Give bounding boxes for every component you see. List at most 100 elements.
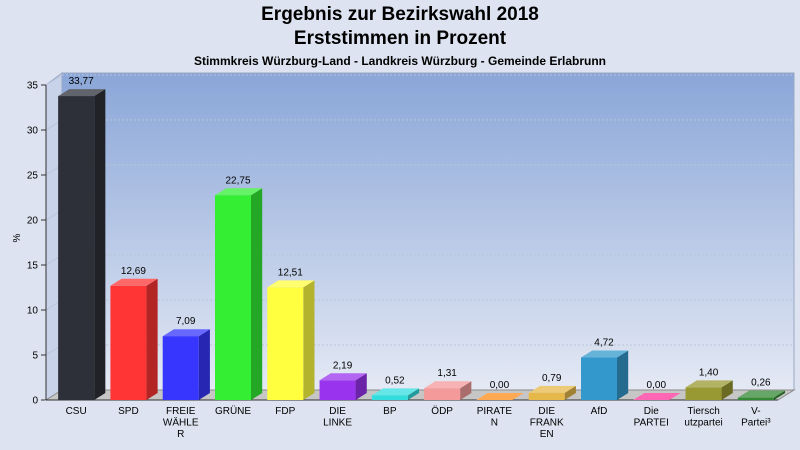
x-tick-label-line: PARTEI — [634, 418, 669, 429]
data-label: 7,09 — [176, 316, 196, 327]
x-tick-label-line: N — [491, 418, 498, 429]
x-tick-label: Die PARTEI — [634, 406, 669, 429]
bar-4: 12,51 FDP — [267, 267, 315, 417]
bar-front — [737, 397, 774, 400]
x-tick-label-line: V- — [751, 406, 760, 417]
x-tick-label: Tiersch utzpartei — [684, 406, 722, 429]
bar-side — [669, 392, 681, 400]
bar-top — [528, 385, 576, 393]
bar-8: 0,00 PIRATE N — [476, 380, 524, 429]
data-label: 0,52 — [385, 375, 405, 386]
x-tick-label: ÖDP — [431, 405, 453, 417]
x-tick-label-line: LINKE — [323, 418, 352, 429]
bar-top — [319, 373, 367, 381]
y-axis-label: % — [12, 233, 23, 242]
bar-side — [303, 280, 315, 400]
x-tick-label-line: AfD — [591, 406, 608, 417]
x-tick-label-line: BP — [383, 406, 397, 417]
bar-12: 1,40 Tiersch utzpartei — [684, 367, 733, 429]
bar-top — [476, 392, 524, 400]
bar-top — [633, 392, 681, 400]
y-tick-label: 35 — [27, 81, 39, 92]
bar-front — [371, 395, 408, 400]
bar-front — [528, 392, 565, 400]
bar-7: 1,31 ÖDP — [424, 368, 472, 417]
data-label: 0,26 — [751, 378, 771, 389]
bar-front — [424, 388, 461, 400]
x-tick-label-line: utzpartei — [684, 418, 722, 429]
x-tick-label-line: FDP — [275, 406, 295, 417]
bar-side — [251, 188, 263, 400]
bar-top — [267, 280, 315, 288]
x-tick-label-line: Tiersch — [687, 406, 719, 417]
data-label: 4,72 — [594, 338, 614, 349]
x-tick-label: V-Partei³ — [741, 406, 771, 429]
chart-title: Ergebnis zur Bezirkswahl 2018 — [261, 4, 539, 25]
bar-front — [110, 285, 147, 400]
x-tick-label: PIRATE N — [477, 406, 513, 429]
plot-floor — [44, 389, 796, 401]
x-tick-label-line: DIE — [538, 406, 555, 417]
bar-side — [512, 392, 524, 400]
bar-10: 4,72 AfD — [581, 338, 629, 417]
bar-side — [198, 329, 210, 400]
y-tick-label: 25 — [27, 171, 39, 182]
x-tick-label: FDP — [275, 406, 295, 417]
x-tick-label: CSU — [66, 406, 87, 417]
bar-3: 22,75 GRÜNE — [215, 175, 263, 417]
data-label: 12,51 — [278, 267, 303, 278]
chart-region-subtitle: Stimmkreis Würzburg-Land - Landkreis Wür… — [193, 54, 607, 68]
bar-1: 12,69 SPD — [110, 266, 158, 417]
data-label: 1,40 — [699, 367, 719, 378]
x-tick-label-line: GRÜNE — [215, 405, 251, 417]
x-tick-label-line: CSU — [66, 406, 87, 417]
bar-top — [58, 89, 106, 97]
x-tick-label-line: SPD — [118, 406, 139, 417]
bar-6: 0,52 BP — [371, 375, 420, 417]
bar-side — [94, 89, 106, 400]
data-label: 0,79 — [542, 373, 562, 384]
bar-top — [162, 329, 210, 337]
bar-side — [407, 388, 420, 400]
x-tick-label-line: FRANK — [530, 418, 564, 429]
x-tick-label: BP — [383, 406, 397, 417]
bar-side — [355, 373, 367, 400]
bar-side — [564, 385, 576, 400]
bar-top — [737, 390, 786, 398]
y-tick-label: 15 — [27, 261, 39, 272]
bar-front — [319, 380, 356, 400]
data-label: 33,77 — [69, 76, 94, 87]
bar-0: 33,77 CSU — [58, 76, 106, 417]
x-tick-label-line: WÄHLE — [163, 417, 199, 429]
bar-side — [721, 380, 733, 400]
x-tick-label-line: Die — [644, 406, 659, 417]
y-tick-label: 20 — [27, 216, 39, 227]
bar-top — [581, 350, 629, 358]
data-label: 22,75 — [225, 175, 250, 186]
bar-9: 0,79 DIE FRANK EN — [528, 373, 576, 440]
bar-13: 0,26 V-Partei³ — [737, 378, 786, 429]
data-label: 1,31 — [437, 368, 457, 379]
x-tick-label: DIE FRANK EN — [530, 406, 564, 440]
x-tick-label-line: PIRATE — [477, 406, 513, 417]
bar-front — [58, 96, 95, 400]
chart-subtitle: Erststimmen in Prozent — [293, 28, 507, 49]
bar-front — [267, 287, 304, 400]
bar-5: 2,19 DIE LINKE — [319, 360, 367, 429]
data-label: 2,19 — [333, 360, 353, 371]
x-tick-label-line: FREIE — [166, 406, 196, 417]
bar-2: 7,09 FREIE WÄHLE R — [162, 316, 210, 440]
bar-side — [773, 390, 786, 400]
bar-side — [460, 381, 472, 400]
bar-top — [424, 381, 472, 389]
data-label: 12,69 — [121, 266, 146, 277]
x-tick-label: AfD — [591, 406, 608, 417]
x-tick-label: SPD — [118, 406, 139, 417]
x-tick-label-line: Partei³ — [741, 418, 771, 429]
bar-top — [685, 380, 733, 388]
data-label: 0,00 — [490, 380, 510, 391]
y-tick-label: 10 — [27, 306, 39, 317]
y-tick-label: 0 — [32, 396, 38, 407]
x-tick-label-line: EN — [540, 429, 554, 440]
